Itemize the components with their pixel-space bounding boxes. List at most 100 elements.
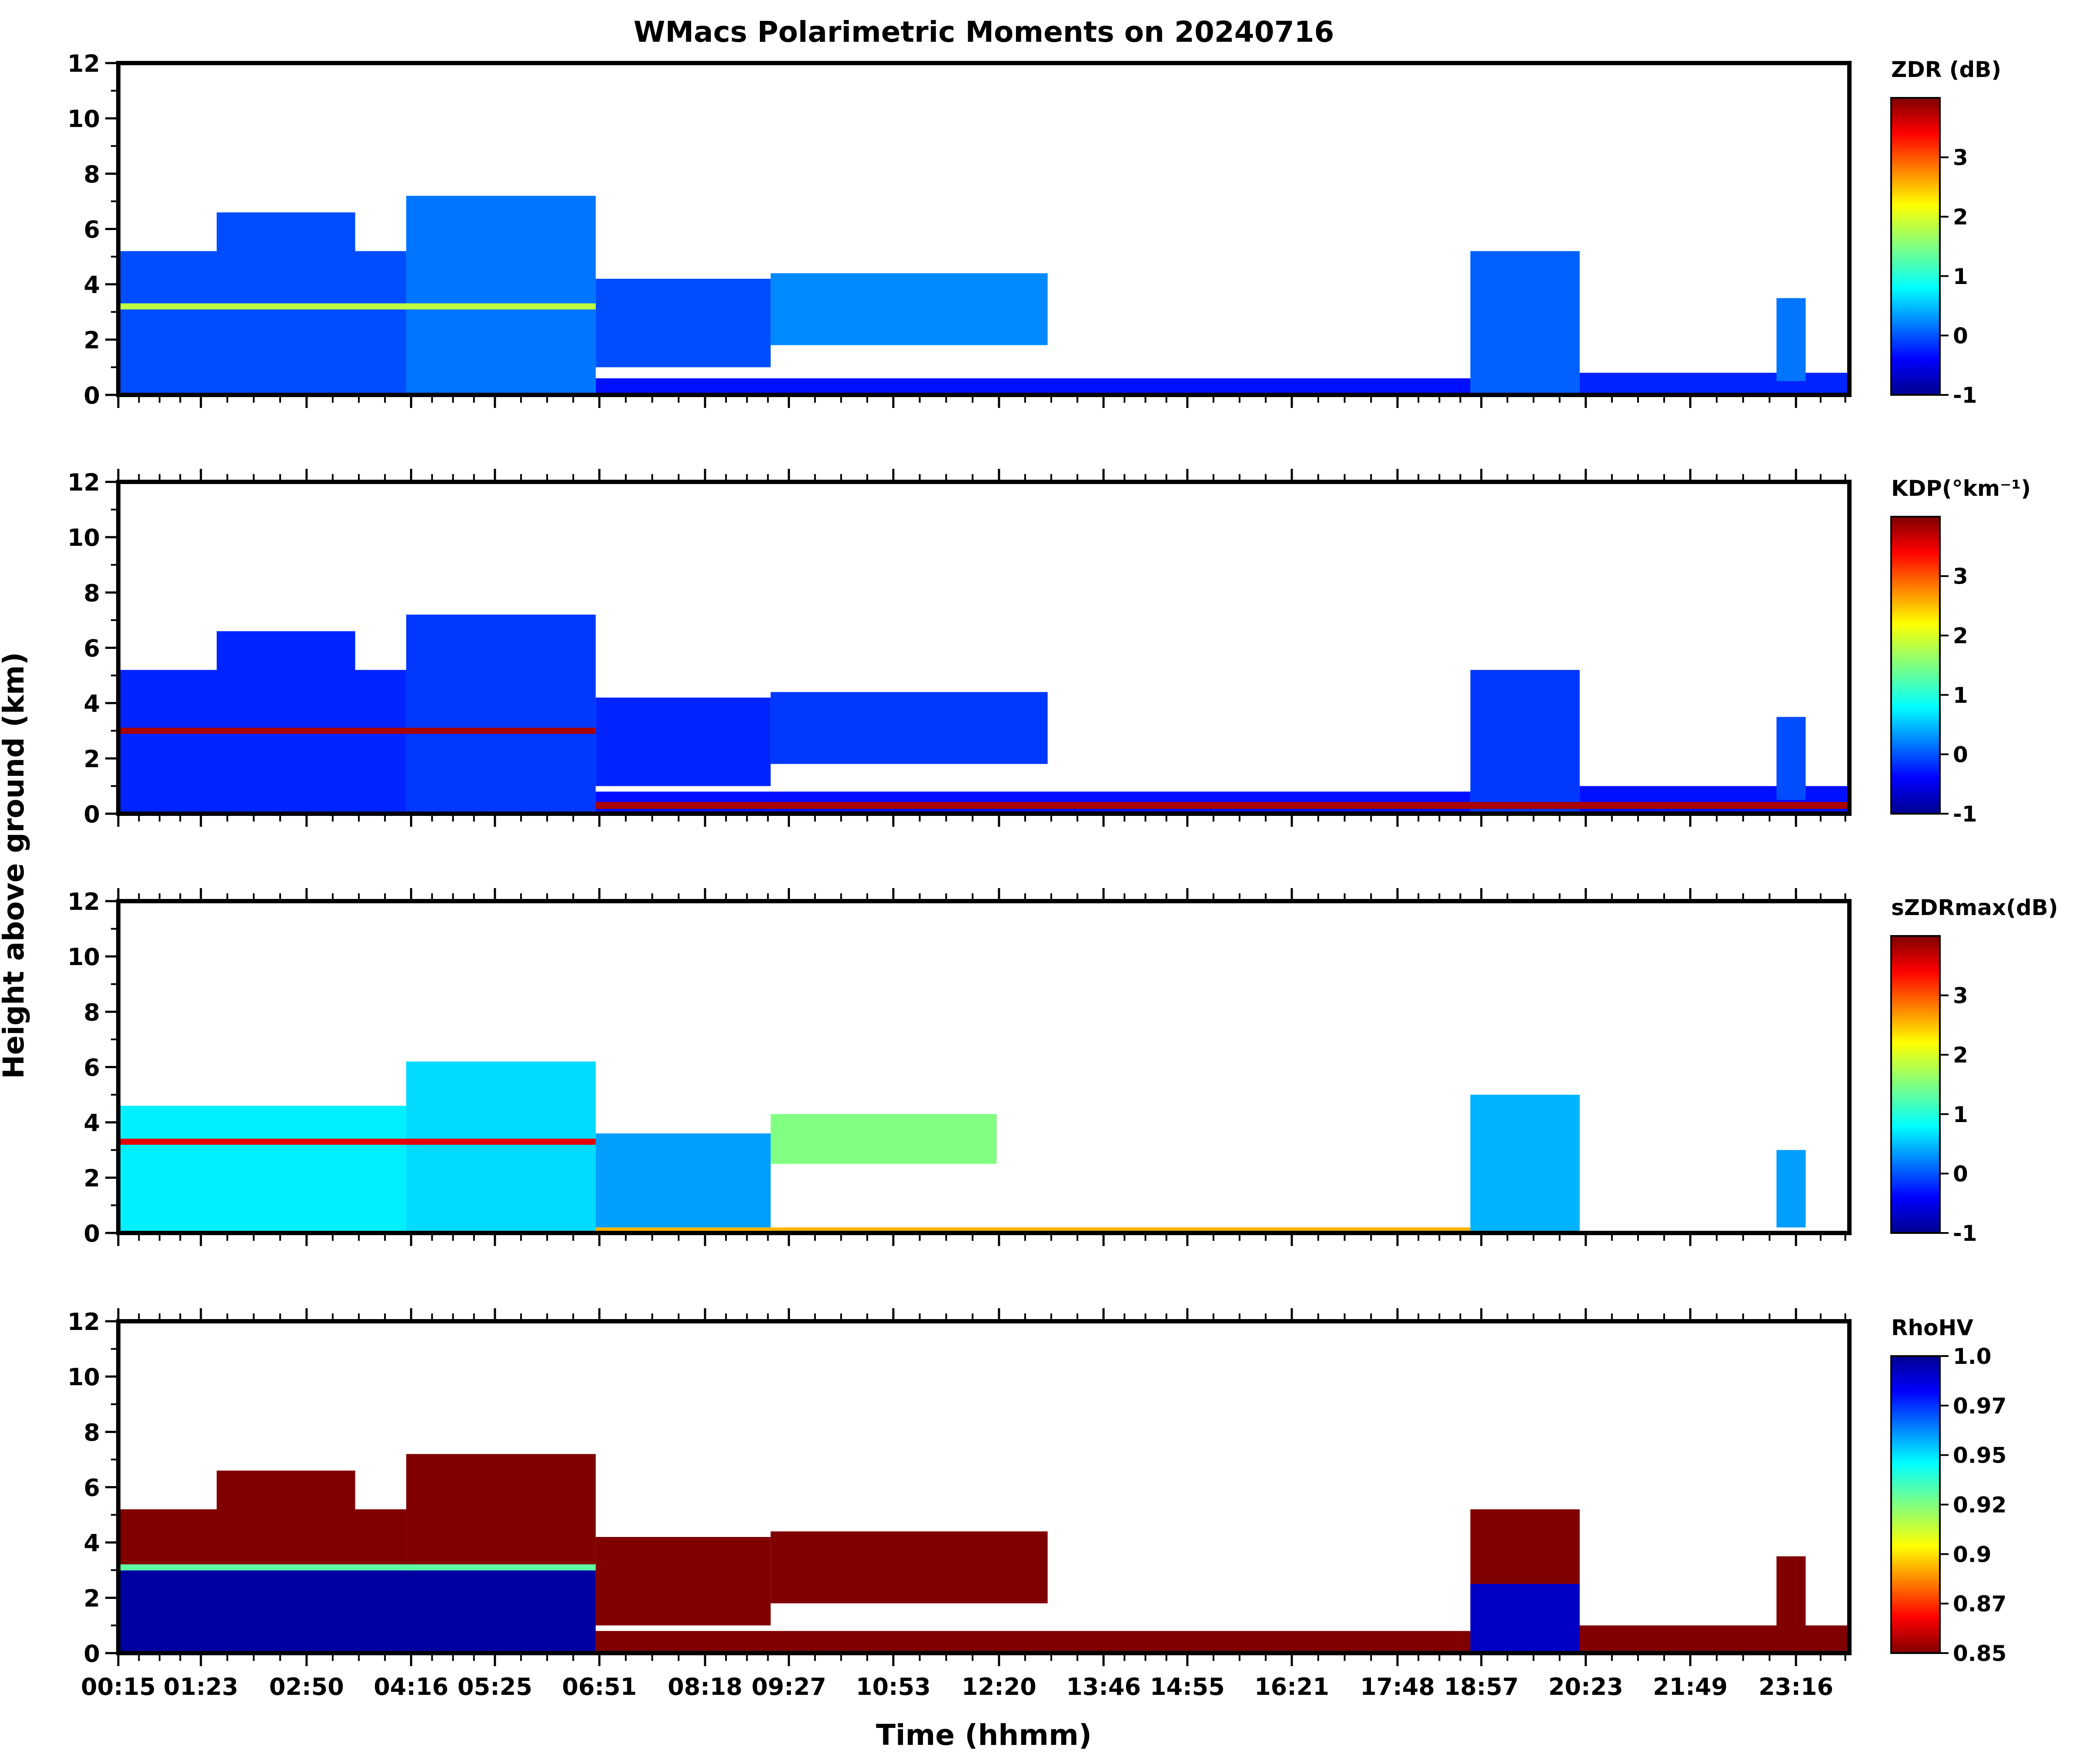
colorbar-tick-label: 0.85 (1953, 1641, 2006, 1666)
x-axis-label: Time (hhmm) (876, 1718, 1092, 1752)
y-tick-label: 10 (67, 524, 100, 551)
y-tick-label: 0 (84, 382, 100, 409)
y-tick-label: 12 (67, 50, 100, 77)
colorbar-tick-label: 3 (1953, 564, 1968, 589)
y-tick-label: 4 (84, 1530, 100, 1557)
x-tick-label: 08:18 (668, 1673, 742, 1701)
echo-region-7 (1776, 1150, 1806, 1228)
y-tick-label: 0 (84, 1640, 100, 1667)
colorbar-label: ZDR (dB) (1891, 57, 2001, 82)
echo-region-7 (1470, 251, 1580, 395)
echo-region-3 (406, 196, 596, 395)
echo-region-8 (1579, 373, 1849, 395)
echo-region-7 (770, 1531, 1048, 1604)
y-tick-label: 12 (67, 1308, 100, 1336)
y-tick-label: 6 (84, 1054, 100, 1082)
x-tick-label: 12:20 (962, 1673, 1036, 1701)
colorbar-tick-label: -1 (1953, 802, 1977, 827)
x-tick-label: 02:50 (269, 1673, 344, 1701)
echo-region-9 (1776, 717, 1806, 800)
axes-frame (116, 61, 1852, 397)
y-tick-label: 2 (84, 745, 100, 773)
colorbar-tick-label: 0.97 (1953, 1393, 2006, 1419)
bright-band (118, 1139, 596, 1145)
colorbar-tick-label: 0.87 (1953, 1591, 2006, 1617)
y-tick-label: 12 (67, 469, 100, 496)
bright-band (118, 1564, 596, 1570)
colorbar (1890, 935, 1941, 1234)
y-tick-label: 8 (84, 1419, 100, 1446)
x-tick-label: 13:46 (1066, 1673, 1141, 1701)
y-tick-label: 6 (84, 1474, 100, 1502)
echo-region-3 (595, 1133, 771, 1228)
y-tick-label: 10 (67, 105, 100, 133)
y-tick-label: 8 (84, 160, 100, 188)
x-tick-label: 18:57 (1444, 1673, 1519, 1701)
y-tick-label: 12 (67, 888, 100, 915)
echo-region-2 (118, 1570, 406, 1653)
echo-region-7 (1470, 670, 1580, 814)
y-tick-label: 2 (84, 1585, 100, 1612)
echo-region-1 (118, 1106, 406, 1233)
colorbar-tick-label: 1.0 (1953, 1344, 1992, 1369)
x-tick-label: 23:16 (1758, 1673, 1833, 1701)
y-axis-label: Height above ground (km) (0, 652, 30, 1079)
colorbar-label: KDP(°km⁻¹) (1891, 476, 2031, 501)
colorbar-tick-label: 2 (1953, 204, 1968, 230)
x-tick-label: 05:25 (458, 1673, 532, 1701)
surface-band (595, 802, 1849, 809)
colorbar-tick-label: 2 (1953, 623, 1968, 648)
colorbar-tick-label: -1 (1953, 383, 1977, 408)
x-tick-label: 16:21 (1254, 1673, 1329, 1701)
echo-region-2 (217, 631, 355, 715)
colorbar-tick-label: 3 (1953, 145, 1968, 170)
echo-region-6 (595, 1537, 771, 1626)
echo-region-4 (595, 697, 771, 786)
bright-band (118, 303, 596, 310)
colorbar-tick-label: 1 (1953, 264, 1968, 289)
echo-region-10 (1470, 1584, 1580, 1653)
y-tick-label: 8 (84, 579, 100, 607)
x-tick-label: 09:27 (752, 1673, 826, 1701)
colorbar-tick-label: 0.95 (1953, 1443, 2006, 1468)
echo-region-8 (1579, 786, 1849, 814)
echo-region-5 (770, 273, 1048, 345)
y-tick-label: 8 (84, 999, 100, 1026)
x-tick-label: 14:55 (1150, 1673, 1225, 1701)
x-tick-label: 00:15 (81, 1673, 156, 1701)
colorbar-tick-label: 3 (1953, 983, 1968, 1009)
echo-region-12 (1776, 1556, 1806, 1640)
y-tick-label: 2 (84, 1165, 100, 1192)
echo-region-4 (595, 278, 771, 368)
echo-region-2 (406, 1061, 596, 1233)
colorbar-tick-label: 0.92 (1953, 1493, 2006, 1518)
echo-region-3 (406, 615, 596, 814)
colorbar-tick-label: 2 (1953, 1042, 1968, 1068)
y-tick-label: 0 (84, 801, 100, 828)
y-tick-label: 4 (84, 690, 100, 718)
echo-region-4 (770, 1114, 997, 1164)
echo-region-3 (217, 1470, 355, 1554)
echo-region-5 (770, 692, 1048, 764)
colorbar-tick-label: 0 (1953, 742, 1968, 767)
x-tick-label: 06:51 (562, 1673, 637, 1701)
colorbar-tick-label: 0 (1953, 323, 1968, 348)
x-tick-label: 21:49 (1653, 1673, 1728, 1701)
y-tick-label: 2 (84, 327, 100, 354)
colorbar-label: RhoHV (1891, 1315, 1973, 1340)
colorbar-tick-label: 1 (1953, 683, 1968, 708)
x-tick-label: 17:48 (1360, 1673, 1435, 1701)
echo-region-2 (217, 212, 355, 296)
colorbar-tick-label: 1 (1953, 1102, 1968, 1127)
y-tick-label: 4 (84, 1109, 100, 1137)
colorbar-tick-label: 0.9 (1953, 1542, 1992, 1567)
echo-region-4 (406, 1454, 596, 1565)
panel-4: 0 2 4 6 8 10 12 00:15 01:23 02:50 04:16 05:25 06:51 0… (67, 1308, 2006, 1701)
echo-region-8 (595, 1631, 1471, 1653)
axes-frame (116, 480, 1852, 816)
echo-region-5 (406, 1570, 596, 1653)
y-tick-label: 6 (84, 216, 100, 244)
